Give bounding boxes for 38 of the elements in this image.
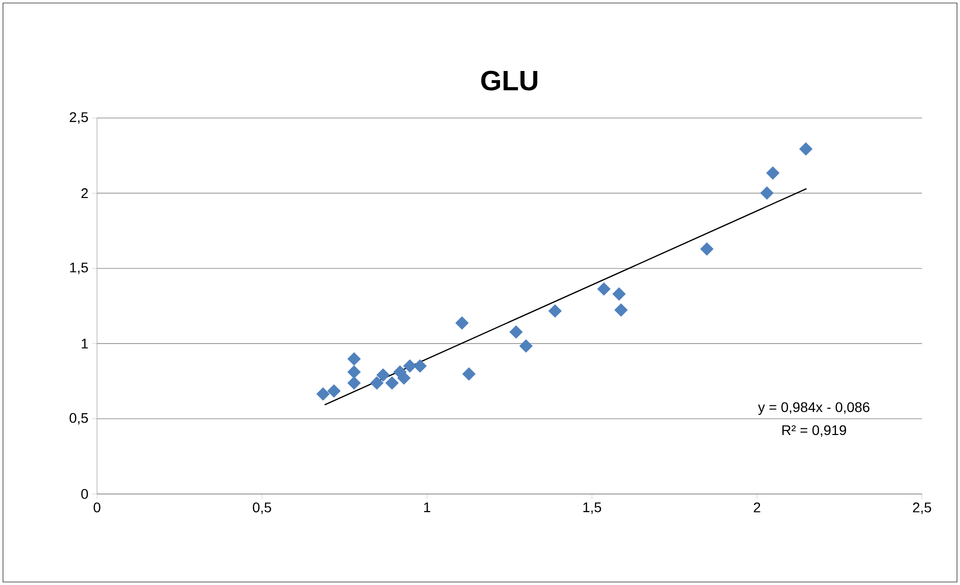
x-tick-label: 0 [94,502,100,512]
point [700,242,714,256]
y-tick-label: 2,5 [70,112,88,124]
point [347,352,361,366]
point [403,359,417,373]
point [597,282,611,296]
x-tick-label: 1,5 [583,502,602,514]
point [760,186,774,200]
y-tick-label: 0 [81,489,88,499]
chart-title: GLU [481,70,538,90]
point [612,287,626,301]
point [376,368,390,382]
annotation: y = 0,984x - 0,086 [758,402,870,415]
point [413,359,427,373]
point [799,142,813,156]
point [397,371,411,385]
point [766,166,780,180]
point [327,384,341,398]
point [347,376,361,390]
y-tick-label: 1 [82,338,88,348]
point [385,376,399,390]
point [614,303,628,317]
point [455,316,469,330]
x-tick-label: 0,5 [252,502,272,514]
point [347,365,361,379]
point [316,387,330,401]
x-tick-label: 2 [754,502,760,512]
point [519,339,533,353]
y-tick-label: 2 [81,188,88,198]
annotation: R² = 0,919 [782,425,846,437]
point [509,325,523,339]
x-tick-label: 1 [424,502,430,512]
point [548,304,562,318]
x-tick-label: 2,5 [913,502,932,514]
point [370,376,384,390]
y-tick-label: 1,5 [70,262,88,274]
y-tick-label: 0,5 [70,413,88,425]
point [462,367,476,381]
